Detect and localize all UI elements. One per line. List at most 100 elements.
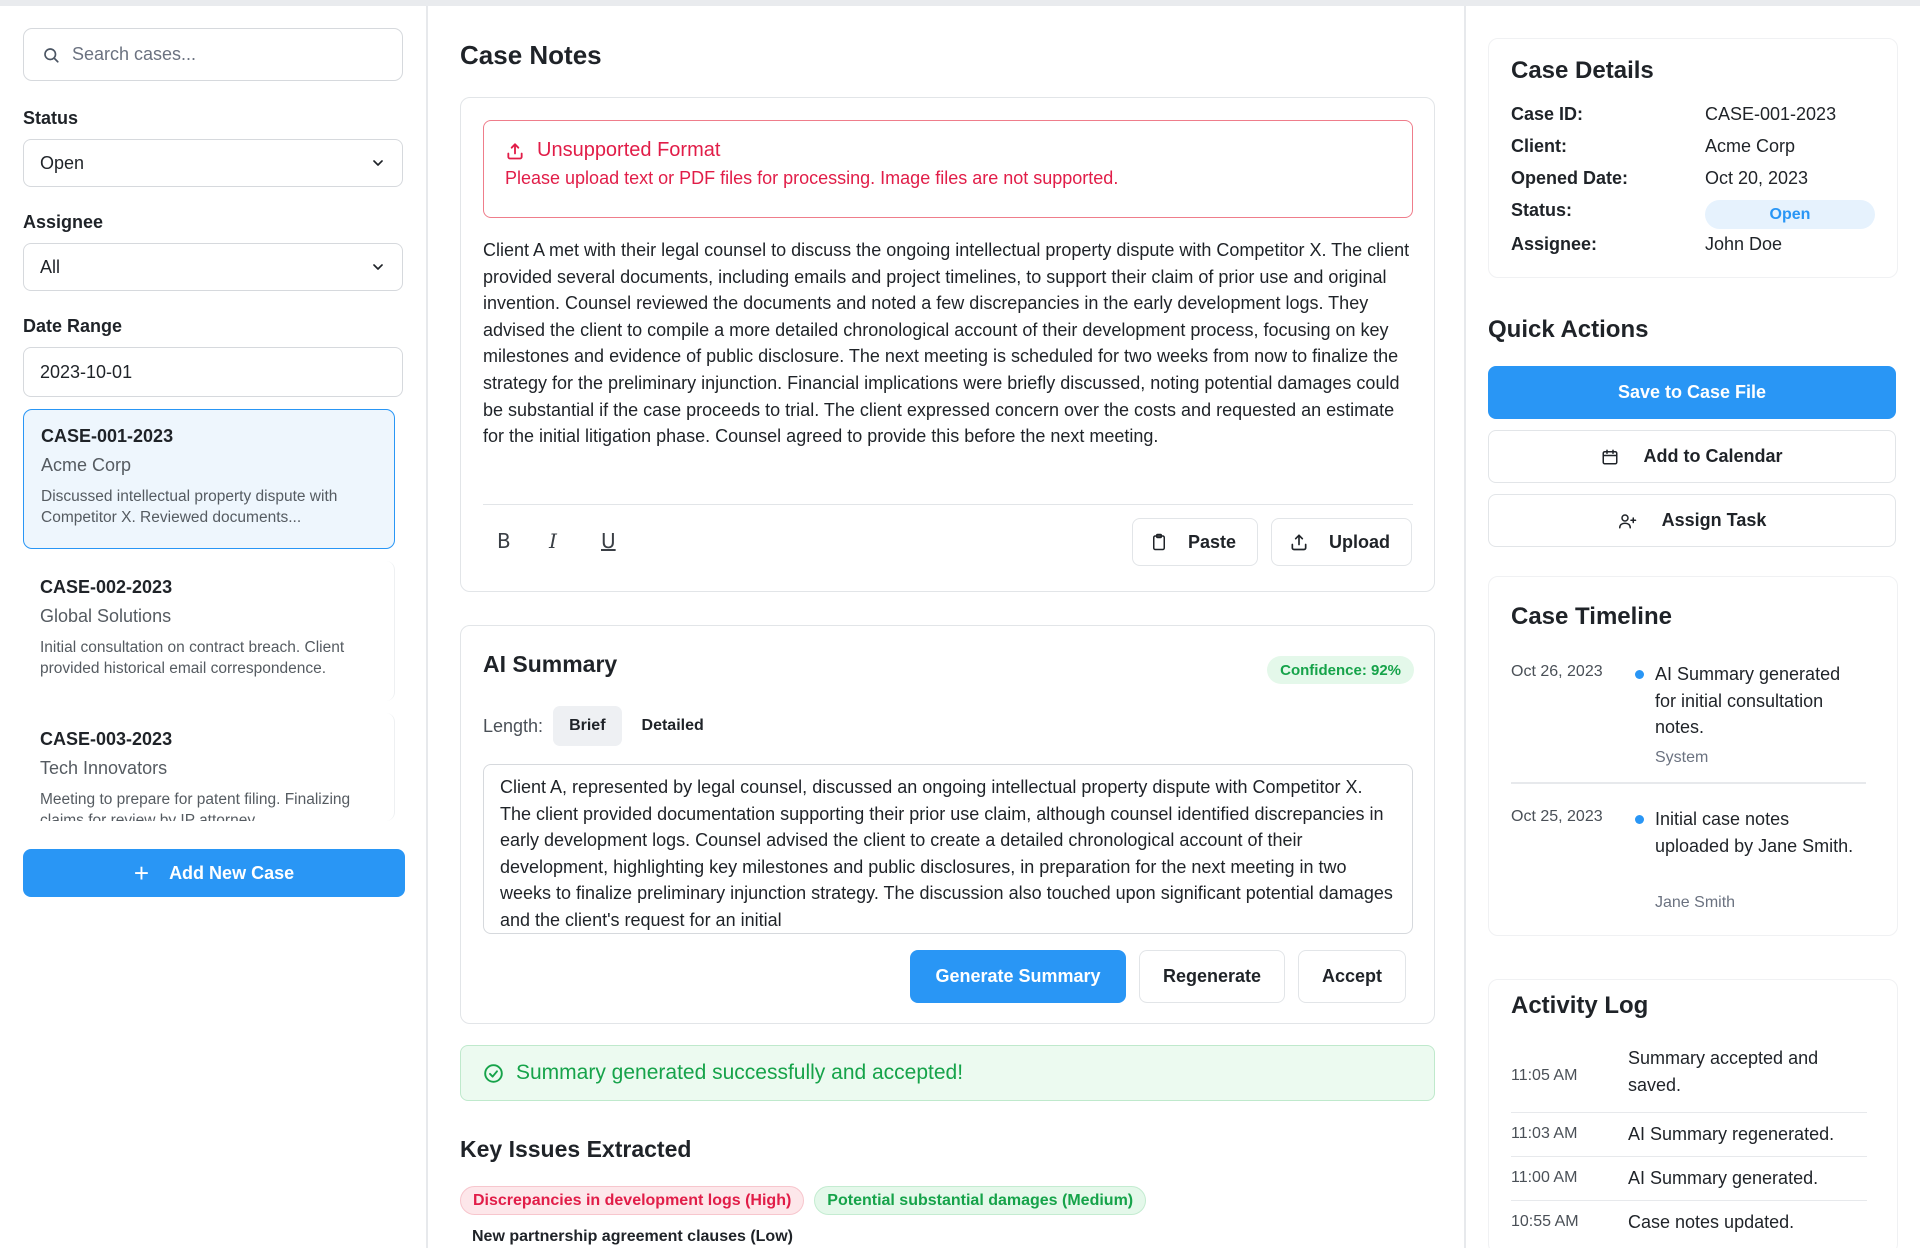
main-content: Case Notes Unsupported Format Please upl…: [430, 6, 1464, 1248]
activity-time: 11:05 AM: [1511, 1067, 1578, 1084]
length-detailed-option[interactable]: Detailed: [641, 717, 704, 734]
timeline-dot-icon: [1635, 670, 1644, 679]
chevron-down-icon: [373, 264, 383, 270]
detail-key: Opened Date:: [1511, 168, 1629, 188]
activity-time: 11:00 AM: [1511, 1169, 1578, 1186]
case-notes-editor: Unsupported Format Please upload text or…: [460, 97, 1435, 592]
error-message: Please upload text or PDF files for proc…: [505, 168, 1119, 188]
activity-log-row: 11:00 AM AI Summary generated.: [1511, 1157, 1867, 1201]
case-id: CASE-001-2023: [41, 426, 174, 446]
case-notes-textarea[interactable]: Client A met with their legal counsel to…: [483, 240, 1410, 447]
calendar-icon: [1602, 449, 1618, 464]
detail-row-opened-date: Opened Date: Oct 20, 2023: [1511, 168, 1808, 189]
activity-log-title: Activity Log: [1511, 992, 1649, 1019]
upload-button[interactable]: Upload: [1271, 518, 1412, 566]
issue-tag-medium: Potential substantial damages (Medium): [814, 1186, 1147, 1215]
assign-task-label: Assign Task: [1661, 510, 1767, 530]
detail-key: Assignee:: [1511, 234, 1598, 254]
case-timeline-card: Case Timeline Oct 26, 2023 AI Summary ge…: [1488, 576, 1898, 936]
activity-text: Summary accepted and saved.: [1628, 1048, 1819, 1095]
assignee-select[interactable]: All: [23, 243, 403, 291]
length-brief-option[interactable]: Brief: [553, 706, 622, 746]
date-range-value: 2023-10-01: [40, 361, 133, 382]
assignee-filter-label: Assignee: [23, 212, 104, 232]
quick-actions-title: Quick Actions: [1488, 316, 1649, 343]
underline-button[interactable]: U: [601, 529, 616, 553]
search-placeholder: Search cases...: [72, 44, 197, 64]
case-details-title: Case Details: [1511, 57, 1654, 84]
add-to-calendar-label: Add to Calendar: [1643, 446, 1783, 466]
timeline-author: System: [1655, 749, 1709, 766]
case-id: CASE-002-2023: [40, 577, 173, 597]
plus-icon: +: [133, 858, 150, 888]
accept-button[interactable]: Accept: [1298, 950, 1406, 1003]
timeline-dot-icon: [1635, 815, 1644, 824]
length-selector: Length: Brief Detailed: [483, 706, 720, 746]
generate-summary-button[interactable]: Generate Summary: [910, 950, 1126, 1003]
search-icon: [44, 47, 59, 63]
case-description: Discussed intellectual property dispute …: [41, 488, 338, 526]
case-list-item[interactable]: CASE-003-2023 Tech Innovators Meeting to…: [23, 713, 395, 821]
add-new-case-label: Add New Case: [169, 862, 295, 883]
case-description: Meeting to prepare for patent filing. Fi…: [40, 791, 351, 821]
detail-key: Case ID:: [1511, 104, 1584, 124]
timeline-text: Initial case notes uploaded by Jane Smit…: [1655, 809, 1854, 856]
editor-toolbar: B I U Paste Upload: [483, 504, 1413, 572]
bold-button[interactable]: B: [497, 529, 511, 553]
timeline-text: AI Summary generated for initial consult…: [1655, 664, 1841, 738]
success-alert: Summary generated successfully and accep…: [460, 1045, 1435, 1101]
activity-log-card: Activity Log 11:05 AM Summary accepted a…: [1488, 979, 1898, 1248]
ai-summary-title: AI Summary: [483, 651, 618, 677]
activity-text: AI Summary generated.: [1628, 1168, 1819, 1188]
sidebar: Search cases... Status Open Assignee All…: [0, 6, 428, 1248]
detail-value: Acme Corp: [1705, 136, 1796, 156]
upload-icon: [1291, 534, 1307, 551]
detail-row-assignee: Assignee: John Doe: [1511, 234, 1782, 255]
date-range-input[interactable]: 2023-10-01: [23, 347, 403, 397]
detail-row-status: Status: Open: [1511, 200, 1875, 229]
date-range-label: Date Range: [23, 316, 123, 336]
status-filter-label: Status: [23, 108, 79, 128]
case-list-item[interactable]: CASE-001-2023 Acme Corp Discussed intell…: [23, 409, 395, 549]
upload-icon: [507, 142, 523, 159]
right-panel: Case Details Case ID: CASE-001-2023 Clie…: [1464, 6, 1920, 1248]
assignee-select-value: All: [40, 256, 61, 277]
key-issues-tags: Discrepancies in development logs (High)…: [460, 1186, 1156, 1215]
success-message: Summary generated successfully and accep…: [516, 1061, 964, 1084]
case-list-item[interactable]: CASE-002-2023 Global Solutions Initial c…: [23, 561, 395, 701]
ai-summary-panel: AI Summary Confidence: 92% Length: Brief…: [460, 625, 1435, 1024]
case-client: Acme Corp: [41, 455, 132, 475]
detail-row-case-id: Case ID: CASE-001-2023: [1511, 104, 1836, 125]
activity-log-row: 11:05 AM Summary accepted and saved.: [1511, 1045, 1867, 1113]
italic-button[interactable]: I: [549, 529, 557, 553]
issue-tag-low: New partnership agreement clauses (Low): [472, 1228, 793, 1245]
detail-row-client: Client: Acme Corp: [1511, 136, 1795, 157]
activity-text: AI Summary regenerated.: [1628, 1124, 1835, 1144]
save-to-case-file-button[interactable]: Save to Case File: [1488, 366, 1896, 419]
activity-log-row: 10:55 AM Case notes updated.: [1511, 1201, 1867, 1245]
error-title: Unsupported Format: [537, 139, 721, 161]
detail-value: CASE-001-2023: [1705, 104, 1837, 124]
add-to-calendar-button[interactable]: Add to Calendar: [1488, 430, 1896, 483]
status-select-value: Open: [40, 152, 85, 173]
activity-text: Case notes updated.: [1628, 1212, 1795, 1232]
detail-value: John Doe: [1705, 234, 1783, 254]
key-issues-title: Key Issues Extracted: [460, 1136, 692, 1162]
regenerate-button[interactable]: Regenerate: [1139, 950, 1285, 1003]
issue-tag-high: Discrepancies in development logs (High): [460, 1186, 805, 1215]
case-details-card: Case Details Case ID: CASE-001-2023 Clie…: [1488, 38, 1898, 278]
case-client: Tech Innovators: [40, 758, 168, 778]
search-input[interactable]: Search cases...: [23, 28, 403, 81]
assign-task-button[interactable]: Assign Task: [1488, 494, 1896, 547]
detail-key: Client:: [1511, 136, 1567, 156]
status-select[interactable]: Open: [23, 139, 403, 187]
length-label: Length:: [483, 715, 544, 736]
upload-label: Upload: [1329, 531, 1390, 552]
ai-summary-text[interactable]: Client A, represented by legal counsel, …: [483, 764, 1413, 934]
add-new-case-button[interactable]: + Add New Case: [23, 849, 405, 897]
detail-value: Oct 20, 2023: [1705, 168, 1809, 188]
activity-log-row: 11:03 AM AI Summary regenerated.: [1511, 1113, 1867, 1157]
paste-button[interactable]: Paste: [1132, 518, 1258, 566]
save-to-case-file-label: Save to Case File: [1617, 382, 1767, 402]
